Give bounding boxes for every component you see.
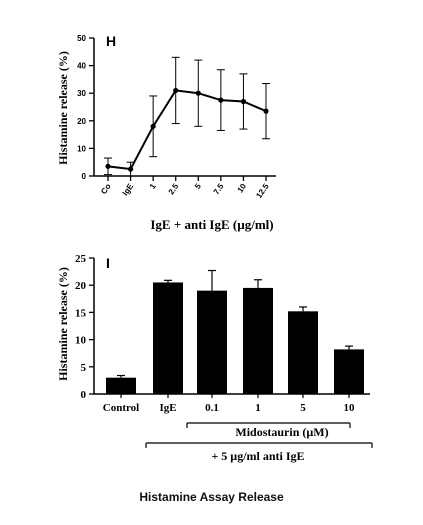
x-tick-label: 10 <box>236 182 249 195</box>
bar <box>106 377 136 394</box>
data-point <box>150 123 156 129</box>
x-tick-label: Co <box>99 182 113 196</box>
y-tick-label: 0 <box>81 389 87 401</box>
y-tick-label: 10 <box>77 144 86 153</box>
bracket-outer-label: + 5 µg/ml anti IgE <box>211 449 304 463</box>
panel-i-bars <box>106 282 364 394</box>
x-tick-label: 10 <box>344 402 356 414</box>
panel-i-label: I <box>106 255 110 271</box>
panel-i-y-ticks: 0 5 10 15 20 25 <box>75 253 94 401</box>
data-point <box>240 98 247 105</box>
y-tick-label: 30 <box>77 89 86 98</box>
panel-h-axes <box>93 38 276 177</box>
y-tick-label: 15 <box>75 307 87 319</box>
y-tick-label: 0 <box>82 172 87 181</box>
y-tick-label: 5 <box>81 362 87 374</box>
panel-h-label: H <box>106 33 116 49</box>
figure-caption: Histamine Assay Release <box>139 490 284 504</box>
panel-h-y-ticks: 0 10 20 30 40 50 <box>77 34 94 181</box>
panel-i-ylabel: Histamine release (%) <box>56 267 70 381</box>
x-tick-label: 1 <box>255 402 261 414</box>
panel-h-error-bars <box>104 56 270 177</box>
x-tick-label: 1 <box>148 182 158 191</box>
data-point <box>105 163 111 169</box>
panel-h-line-chart: H Histamine release (%) 0 10 20 30 40 50 Co Ig… <box>56 33 276 232</box>
x-tick-label: 7.5 <box>212 182 226 197</box>
x-tick-label: 2.5 <box>167 182 181 197</box>
y-tick-label: 20 <box>77 117 86 126</box>
bar <box>243 287 273 394</box>
panel-h-ylabel: Histamine release (%) <box>56 51 70 165</box>
panel-i-brackets: Midostaurin (µM) + 5 µg/ml anti IgE <box>145 422 373 463</box>
x-tick-label: Control <box>103 402 139 414</box>
y-tick-label: 25 <box>75 253 87 265</box>
y-tick-label: 20 <box>75 280 87 292</box>
panel-i-error-bars <box>117 269 353 378</box>
x-tick-label: 5 <box>300 402 306 414</box>
panel-h-xlabel: IgE + anti IgE (µg/ml) <box>150 217 273 232</box>
bar <box>153 282 183 394</box>
data-point <box>263 108 269 114</box>
data-point <box>127 166 134 172</box>
x-tick-label: IgE <box>159 402 176 414</box>
panel-h-x-ticks: Co IgE 1 2.5 5 7.5 10 12.5 <box>99 176 271 200</box>
x-tick-label: IgE <box>121 181 136 197</box>
y-tick-label: 50 <box>77 34 86 43</box>
x-tick-label: 5 <box>193 182 203 191</box>
y-tick-label: 10 <box>75 335 87 347</box>
bar <box>197 290 227 394</box>
panel-i-x-ticks: Control IgE 0.1 1 5 10 <box>103 394 355 414</box>
bracket-inner-label: Midostaurin (µM) <box>235 425 328 439</box>
data-point <box>173 87 179 94</box>
data-point <box>195 90 201 96</box>
panel-i-axes <box>93 258 370 395</box>
x-tick-label: 0.1 <box>205 402 219 414</box>
bar <box>288 311 318 394</box>
bar <box>334 349 364 394</box>
y-tick-label: 40 <box>77 62 86 71</box>
x-tick-label: 12.5 <box>254 182 271 200</box>
data-point <box>218 97 224 103</box>
panel-h-series <box>105 87 269 172</box>
series-line <box>107 89 267 171</box>
